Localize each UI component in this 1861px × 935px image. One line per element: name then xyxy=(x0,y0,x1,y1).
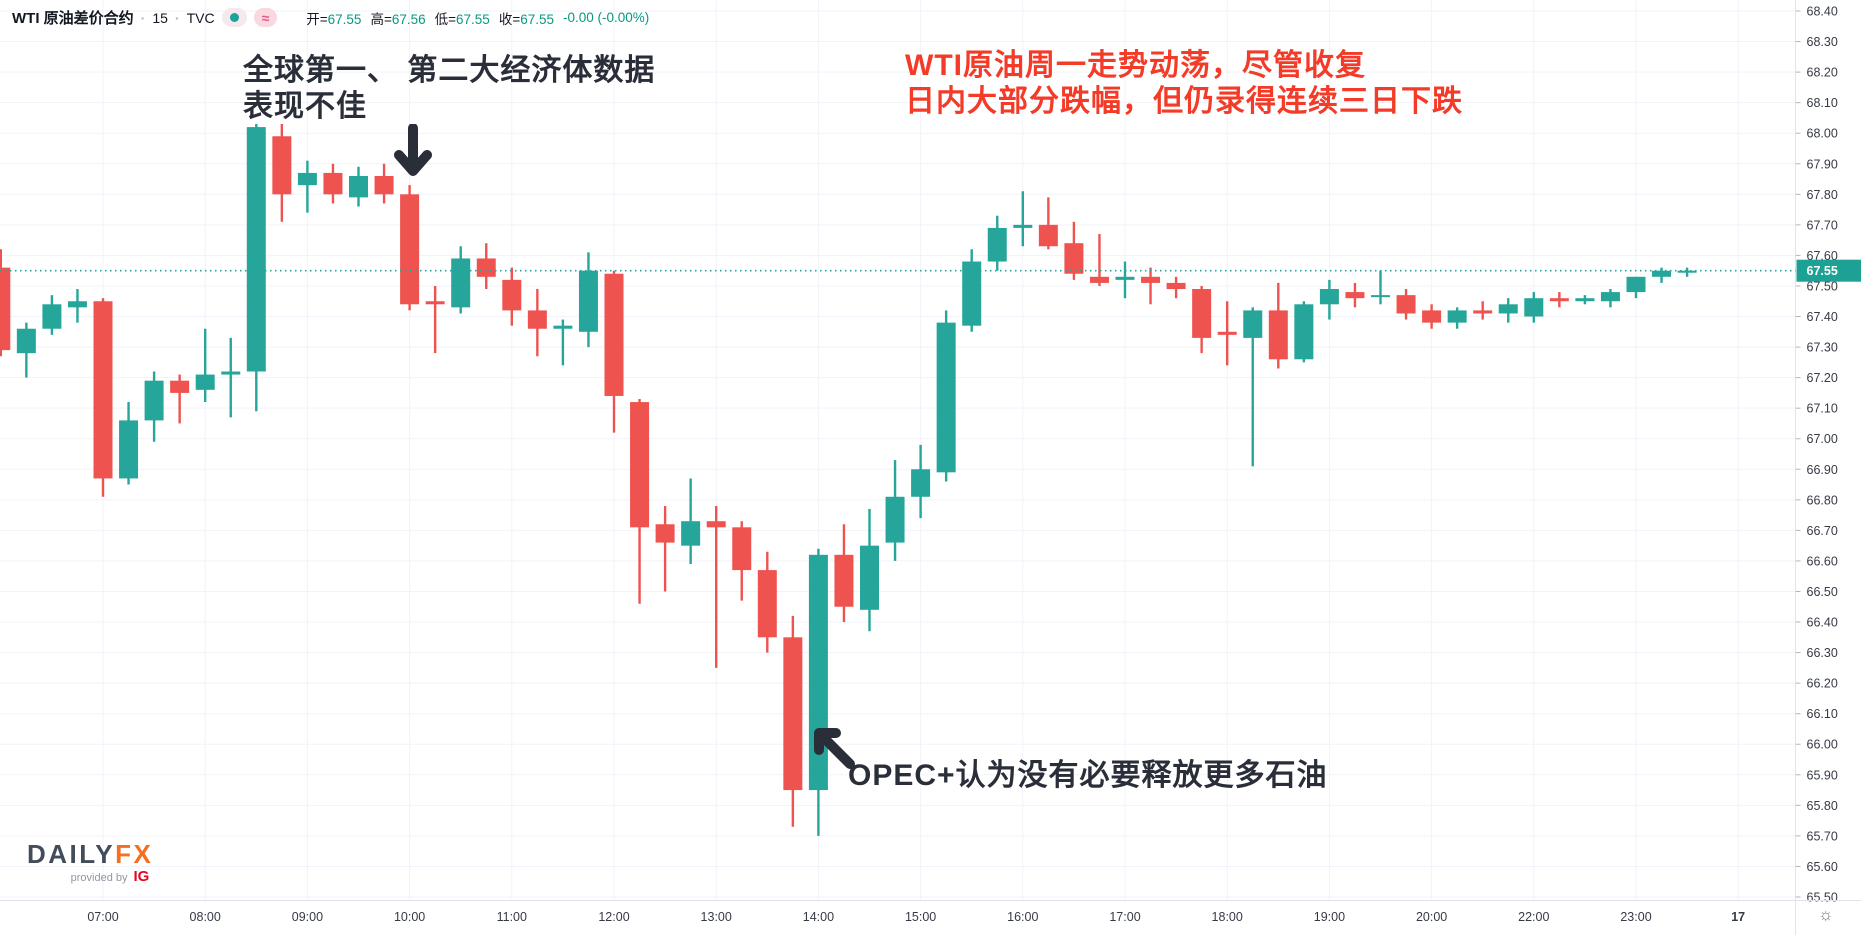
svg-text:67.20: 67.20 xyxy=(1807,371,1838,385)
svg-text:67.00: 67.00 xyxy=(1807,432,1838,446)
svg-text:12:00: 12:00 xyxy=(598,910,629,924)
svg-text:17: 17 xyxy=(1731,910,1745,924)
approx-data-badge[interactable]: ≈ xyxy=(253,8,278,27)
svg-text:08:00: 08:00 xyxy=(190,910,221,924)
market-status-badge[interactable] xyxy=(221,8,247,27)
symbol-title[interactable]: WTI 原油差价合约 xyxy=(12,10,134,27)
annotation-opec: OPEC+认为没有必要释放更多石油 xyxy=(848,759,1328,792)
svg-text:68.00: 68.00 xyxy=(1807,127,1838,141)
approx-icon: ≈ xyxy=(261,9,270,26)
axis-settings-gear-icon[interactable]: ☼ xyxy=(1818,905,1834,924)
low-value: 低=67.55 xyxy=(434,11,490,27)
svg-text:17:00: 17:00 xyxy=(1109,910,1140,924)
svg-text:18:00: 18:00 xyxy=(1212,910,1243,924)
close-value: 收=67.55 xyxy=(498,11,555,27)
svg-text:23:00: 23:00 xyxy=(1620,910,1651,924)
svg-text:65.90: 65.90 xyxy=(1807,768,1838,782)
svg-text:65.80: 65.80 xyxy=(1807,799,1838,813)
svg-text:68.30: 68.30 xyxy=(1807,35,1838,49)
svg-text:66.60: 66.60 xyxy=(1807,554,1838,568)
svg-text:68.40: 68.40 xyxy=(1807,5,1838,19)
svg-text:67.80: 67.80 xyxy=(1807,188,1838,202)
svg-text:66.80: 66.80 xyxy=(1807,493,1838,507)
dailyfx-logo: DAILYFX provided by IG xyxy=(27,840,153,885)
svg-text:67.70: 67.70 xyxy=(1807,218,1838,232)
legend: WTI 原油差价合约 · 15 · TVC ≈ 开=67.55 高=67.56 … xyxy=(12,7,649,28)
svg-text:66.30: 66.30 xyxy=(1807,646,1838,660)
svg-text:66.40: 66.40 xyxy=(1807,616,1838,630)
svg-text:66.70: 66.70 xyxy=(1807,524,1838,538)
svg-text:65.60: 65.60 xyxy=(1807,860,1838,874)
current-price-badge xyxy=(1796,259,1861,282)
svg-text:16:00: 16:00 xyxy=(1007,910,1038,924)
high-value: 高=67.56 xyxy=(370,11,426,27)
svg-text:67.50: 67.50 xyxy=(1807,279,1838,293)
svg-text:67.40: 67.40 xyxy=(1807,310,1838,324)
interval-label[interactable]: 15 xyxy=(152,9,168,26)
svg-text:67.10: 67.10 xyxy=(1807,402,1838,416)
annotation-wti-summary-line1: WTI原油周一走势动荡，尽管收复 xyxy=(905,49,1366,82)
svg-text:66.20: 66.20 xyxy=(1807,677,1838,691)
down-arrow-icon xyxy=(394,124,432,176)
svg-text:66.50: 66.50 xyxy=(1807,585,1838,599)
annotation-economies-line1: 全球第一、 第二大经济体数据 xyxy=(243,54,656,87)
exchange-label[interactable]: TVC xyxy=(186,9,215,26)
svg-text:11:00: 11:00 xyxy=(497,910,527,924)
svg-text:10:00: 10:00 xyxy=(394,910,425,924)
up-left-arrow-icon xyxy=(814,728,855,769)
ohlc-readout: 开=67.55 高=67.56 低=67.55 收=67.55 -0.00 (-… xyxy=(306,8,649,28)
annotation-wti-summary-line2: 日内大部分跌幅，但仍录得连续三日下跌 xyxy=(905,85,1463,118)
svg-text:67.90: 67.90 xyxy=(1807,157,1838,171)
svg-text:13:00: 13:00 xyxy=(701,910,732,924)
svg-text:67.60: 67.60 xyxy=(1807,249,1838,263)
svg-text:65.70: 65.70 xyxy=(1807,829,1838,843)
annotation-economies: 全球第一、 第二大经济体数据 表现不佳 xyxy=(243,53,655,125)
legend-separator: · xyxy=(174,9,180,26)
provided-by-label: provided by xyxy=(70,872,128,884)
svg-text:66.00: 66.00 xyxy=(1807,738,1838,752)
ig-logo: IG xyxy=(133,868,150,885)
svg-text:15:00: 15:00 xyxy=(905,910,936,924)
svg-text:09:00: 09:00 xyxy=(292,910,323,924)
dailyfx-wordmark: DAILYFX xyxy=(27,839,154,869)
annotation-economies-line2: 表现不佳 xyxy=(243,90,367,123)
legend-separator: · xyxy=(140,9,146,26)
svg-text:66.10: 66.10 xyxy=(1807,707,1838,721)
change-value: -0.00 (-0.00%) xyxy=(563,10,650,25)
svg-text:65.50: 65.50 xyxy=(1807,891,1838,905)
open-value: 开=67.55 xyxy=(306,11,362,27)
status-dot-icon xyxy=(229,13,239,22)
svg-text:20:00: 20:00 xyxy=(1416,910,1447,924)
svg-text:68.20: 68.20 xyxy=(1807,66,1838,80)
svg-text:22:00: 22:00 xyxy=(1518,910,1549,924)
svg-text:67.30: 67.30 xyxy=(1807,341,1838,355)
current-price-label: 67.55 xyxy=(1807,264,1838,278)
svg-text:19:00: 19:00 xyxy=(1314,910,1345,924)
svg-text:14:00: 14:00 xyxy=(803,910,834,924)
svg-text:68.10: 68.10 xyxy=(1807,96,1838,110)
svg-text:07:00: 07:00 xyxy=(87,910,118,924)
annotation-wti-summary: WTI原油周一走势动荡，尽管收复 日内大部分跌幅，但仍录得连续三日下跌 xyxy=(905,48,1463,120)
svg-text:66.90: 66.90 xyxy=(1807,463,1838,477)
